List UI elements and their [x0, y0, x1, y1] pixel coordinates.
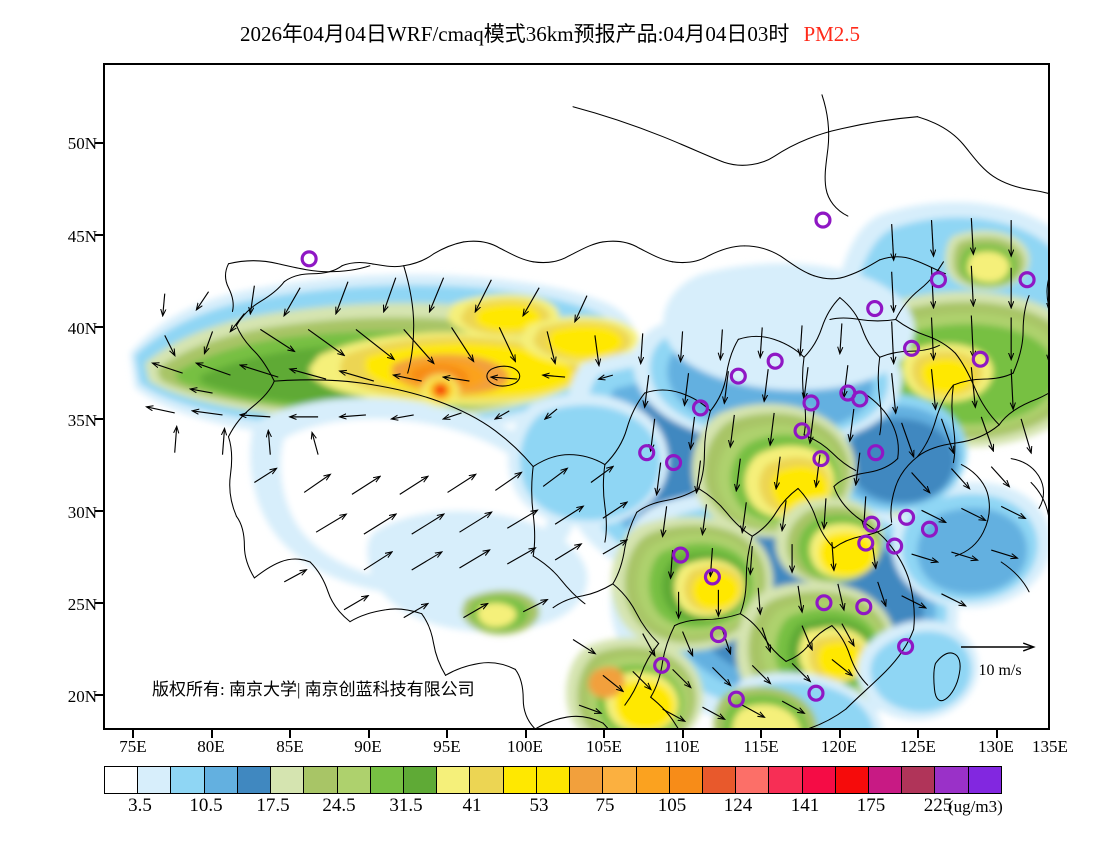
colorbar-tick-4: 31.5	[389, 795, 423, 816]
colorbar-segment-22	[835, 767, 870, 793]
lon-tick-110e: 110E	[664, 737, 700, 756]
lon-tick-115e: 115E	[743, 737, 779, 756]
wind-scale-label: 10 m/s	[978, 662, 1022, 679]
pm25-concentration-map	[105, 65, 1048, 728]
colorbar-tick-9: 124	[723, 795, 753, 816]
colorbar-segment-7	[337, 767, 371, 793]
lon-tickmark	[682, 730, 684, 738]
lon-tick-95e: 95E	[433, 737, 461, 756]
lon-tickmark	[289, 730, 291, 738]
wind-scale-legend: 10 m/s	[955, 638, 1045, 680]
lon-tickmark	[996, 730, 998, 738]
lon-tickmark	[917, 730, 919, 738]
colorbar-segment-23	[869, 767, 903, 793]
colorbar-segment-17	[669, 767, 703, 793]
lat-tick-35n: 35N	[67, 411, 97, 430]
lon-tick-130e: 130E	[978, 737, 1014, 756]
colorbar-tick-1: 10.5	[189, 795, 223, 816]
colorbar-segment-1	[138, 767, 172, 793]
colorbar-segment-13	[536, 767, 571, 793]
colorbar-segment-3	[204, 767, 238, 793]
colorbar-segment-12	[503, 767, 537, 793]
colorbar-segment-2	[171, 767, 205, 793]
lat-tickmark	[95, 694, 103, 696]
lat-tickmark	[95, 418, 103, 420]
lon-tickmark	[760, 730, 762, 738]
lon-tick-75e: 75E	[119, 737, 147, 756]
colorbar-segment-21	[802, 767, 836, 793]
administrative-boundaries	[224, 94, 1048, 728]
colorbar-segment-18	[702, 767, 737, 793]
lon-tick-90e: 90E	[354, 737, 382, 756]
lon-tickmark	[603, 730, 605, 738]
colorbar-tick-10: 141	[790, 795, 820, 816]
colorbar-segment-4	[237, 767, 272, 793]
colorbar-tick-8: 105	[657, 795, 687, 816]
lat-tick-25n: 25N	[67, 595, 97, 614]
lon-tick-125e: 125E	[900, 737, 936, 756]
lon-tickmark	[132, 730, 134, 738]
lon-tick-120e: 120E	[821, 737, 857, 756]
lon-tick-85e: 85E	[276, 737, 304, 756]
lat-tickmark	[95, 510, 103, 512]
colorbar-segment-20	[769, 767, 803, 793]
colorbar-tick-11: 175	[856, 795, 886, 816]
page-title: 2026年04月04日WRF/cmaq模式36km预报产品:04月04日03时 P…	[0, 18, 1100, 48]
colorbar-tick-12: 225	[923, 795, 953, 816]
lat-tick-30n: 30N	[67, 503, 97, 522]
lat-tick-20n: 20N	[67, 687, 97, 706]
wind-vector-field	[147, 218, 1048, 721]
station-markers	[300, 211, 1036, 708]
colorbar-segment-8	[370, 767, 404, 793]
colorbar-segment-15	[603, 767, 637, 793]
colorbar-segment-24	[902, 767, 936, 793]
colorbar-segment-6	[304, 767, 338, 793]
colorbar-segment-14	[570, 767, 604, 793]
colorbar-tick-0: 3.5	[128, 795, 152, 816]
colorbar-segment-5	[271, 767, 305, 793]
colorbar-units: (ug/m3)	[948, 797, 1003, 816]
lon-tick-100e: 100E	[507, 737, 543, 756]
title-main: 2026年04月04日WRF/cmaq模式36km预报产品:04月04日03时	[239, 22, 790, 46]
colorbar-tick-6: 53	[529, 795, 549, 816]
copyright-notice: 版权所有: 南京大学| 南京创蓝科技有限公司	[152, 680, 475, 699]
lon-tick-135e: 135E	[1032, 737, 1068, 756]
lon-tickmark	[525, 730, 527, 738]
map-plot-area	[103, 63, 1050, 730]
colorbar-segment-10	[437, 767, 471, 793]
lat-tick-45n: 45N	[67, 227, 97, 246]
colorbar-segment-9	[403, 767, 438, 793]
lon-tickmark	[839, 730, 841, 738]
lon-tickmark	[446, 730, 448, 738]
lon-tick-105e: 105E	[586, 737, 622, 756]
lat-tickmark	[95, 234, 103, 236]
title-species: PM2.5	[803, 22, 861, 46]
colorbar-segment-26	[968, 767, 1001, 793]
lon-tick-80e: 80E	[197, 737, 225, 756]
lat-tickmark	[95, 602, 103, 604]
lat-tickmark	[95, 326, 103, 328]
colorbar-segment-19	[736, 767, 770, 793]
colorbar-segment-0	[105, 767, 139, 793]
colorbar-segment-11	[470, 767, 504, 793]
lat-tick-50n: 50N	[67, 134, 97, 153]
lon-tickmark	[368, 730, 370, 738]
lon-tickmark	[211, 730, 213, 738]
colorbar-tick-5: 41	[462, 795, 482, 816]
colorbar-segment-16	[636, 767, 670, 793]
lat-tickmark	[95, 142, 103, 144]
colorbar	[104, 766, 1002, 794]
colorbar-tick-7: 75	[595, 795, 615, 816]
colorbar-tick-2: 17.5	[256, 795, 290, 816]
wind-arrow-icon	[961, 638, 1045, 656]
colorbar-tick-3: 24.5	[322, 795, 356, 816]
lat-tick-40n: 40N	[67, 319, 97, 338]
colorbar-segment-25	[935, 767, 969, 793]
